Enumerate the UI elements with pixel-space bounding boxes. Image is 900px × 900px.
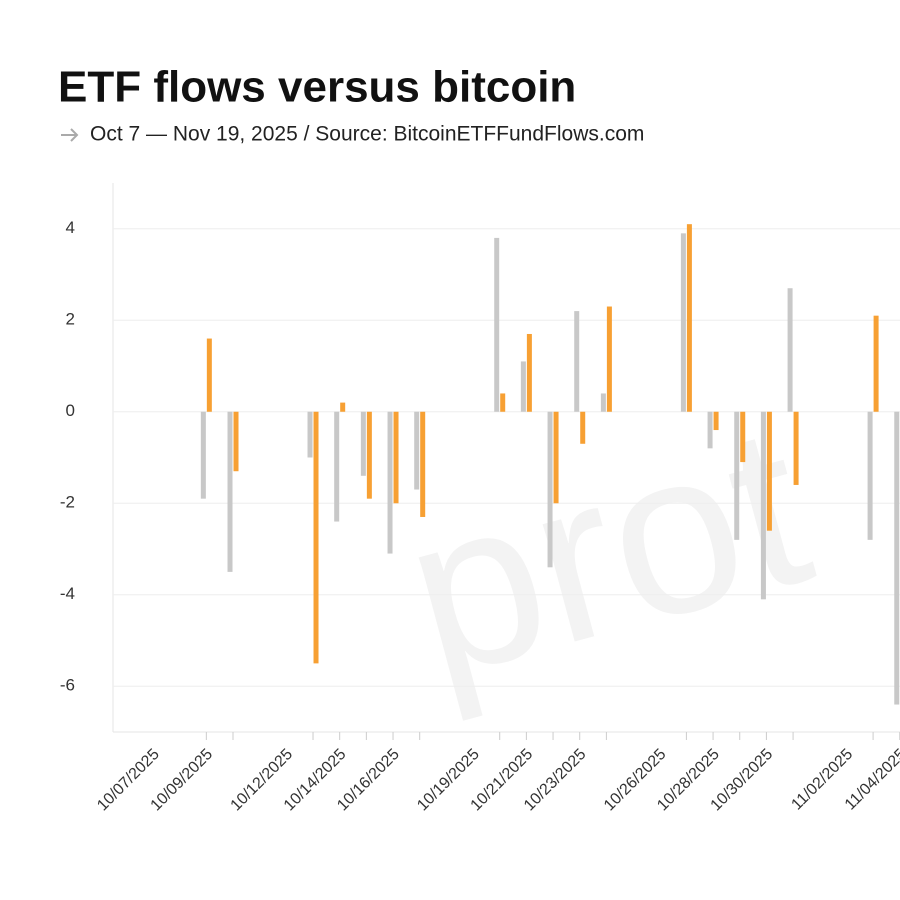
bar (233, 411, 239, 472)
bar (340, 402, 346, 412)
bar (206, 338, 212, 412)
bar (894, 411, 900, 705)
y-tick-label: 0 (66, 401, 75, 420)
bar (580, 411, 586, 444)
bar (520, 361, 526, 412)
y-tick-label: -6 (60, 676, 75, 695)
bar (766, 411, 772, 531)
y-tick-label: -2 (60, 493, 75, 512)
bar (393, 411, 399, 504)
bar (740, 411, 746, 463)
chart-title: ETF flows versus bitcoin (58, 63, 576, 112)
bar (547, 411, 553, 568)
bar (600, 393, 606, 412)
bar (686, 224, 692, 412)
bar (307, 411, 313, 458)
bar (787, 288, 793, 412)
bar (867, 411, 873, 540)
bar (760, 411, 766, 600)
bar (606, 306, 612, 412)
bar (227, 411, 233, 572)
bar (734, 411, 740, 540)
bar (420, 411, 426, 517)
bar (387, 411, 393, 554)
bar (414, 411, 420, 490)
bar (713, 411, 719, 431)
bar (313, 411, 319, 664)
bar (500, 393, 506, 412)
y-tick-label: 4 (66, 218, 75, 237)
subtitle-arrow (61, 128, 79, 142)
bar (680, 233, 686, 412)
chart-subtitle: Oct 7 — Nov 19, 2025 / Source: BitcoinET… (90, 123, 644, 146)
bar (200, 411, 206, 499)
bar (334, 411, 340, 522)
bar (526, 333, 532, 412)
y-tick-label: -4 (60, 584, 75, 603)
bar (574, 311, 580, 412)
bar (873, 315, 879, 412)
bar (707, 411, 713, 449)
bar (793, 411, 799, 485)
bar (553, 411, 559, 504)
bar (366, 411, 372, 499)
bar (494, 237, 500, 412)
bar (360, 411, 366, 476)
y-tick-label: 2 (66, 310, 75, 329)
